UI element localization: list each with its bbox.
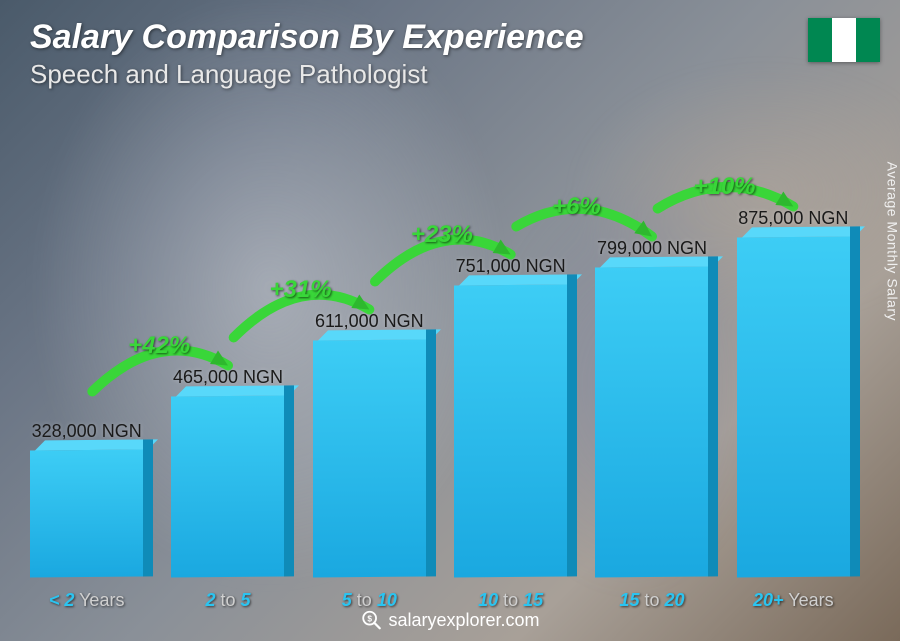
bar-front-face bbox=[737, 237, 850, 578]
bar-group: 799,000 NGN15 to 20 bbox=[595, 238, 708, 577]
bar-front-face bbox=[454, 285, 567, 578]
bar bbox=[454, 285, 567, 578]
bar bbox=[595, 267, 708, 578]
footer-site: salaryexplorer.com bbox=[388, 610, 539, 631]
bar bbox=[313, 340, 426, 578]
footer: $ salaryexplorer.com bbox=[360, 609, 539, 631]
bar bbox=[30, 450, 143, 578]
bar-front-face bbox=[313, 340, 426, 578]
bar-side-face bbox=[143, 439, 153, 576]
bar-front-face bbox=[171, 396, 284, 578]
bar-side-face bbox=[426, 329, 436, 576]
bar-group: 875,000 NGN20+ Years bbox=[737, 208, 850, 577]
bar-side-face bbox=[850, 226, 860, 576]
bar-x-label: 15 to 20 bbox=[619, 590, 684, 611]
bar bbox=[171, 396, 284, 578]
bar-group: 328,000 NGN< 2 Years bbox=[30, 421, 143, 577]
flag-stripe-right bbox=[856, 18, 880, 62]
page-subtitle: Speech and Language Pathologist bbox=[30, 59, 584, 90]
salary-bar-chart: 328,000 NGN< 2 Years465,000 NGN2 to 5 611… bbox=[30, 97, 850, 577]
country-flag-nigeria bbox=[808, 18, 880, 62]
svg-text:$: $ bbox=[367, 614, 372, 623]
y-axis-label: Average Monthly Salary bbox=[884, 161, 900, 320]
bar bbox=[737, 237, 850, 578]
bar-side-face bbox=[285, 385, 295, 576]
bar-front-face bbox=[595, 267, 708, 578]
bar-side-face bbox=[709, 256, 719, 576]
flag-stripe-mid bbox=[832, 18, 856, 62]
bar-group: 751,000 NGN10 to 15 bbox=[454, 256, 567, 577]
flag-stripe-left bbox=[808, 18, 832, 62]
bar-group: 611,000 NGN5 to 10 bbox=[313, 311, 426, 577]
page-title: Salary Comparison By Experience bbox=[30, 18, 584, 57]
header: Salary Comparison By Experience Speech a… bbox=[30, 18, 584, 90]
bar-x-label: 2 to 5 bbox=[205, 590, 250, 611]
bar-x-label: 10 to 15 bbox=[478, 590, 543, 611]
bar-x-label: 5 to 10 bbox=[342, 590, 397, 611]
bar-front-face bbox=[30, 450, 143, 578]
magnifier-dollar-icon: $ bbox=[360, 609, 382, 631]
bar-side-face bbox=[567, 274, 577, 576]
bar-x-label: 20+ Years bbox=[753, 590, 834, 611]
bar-x-label: < 2 Years bbox=[49, 590, 125, 611]
bar-group: 465,000 NGN2 to 5 bbox=[171, 367, 284, 577]
